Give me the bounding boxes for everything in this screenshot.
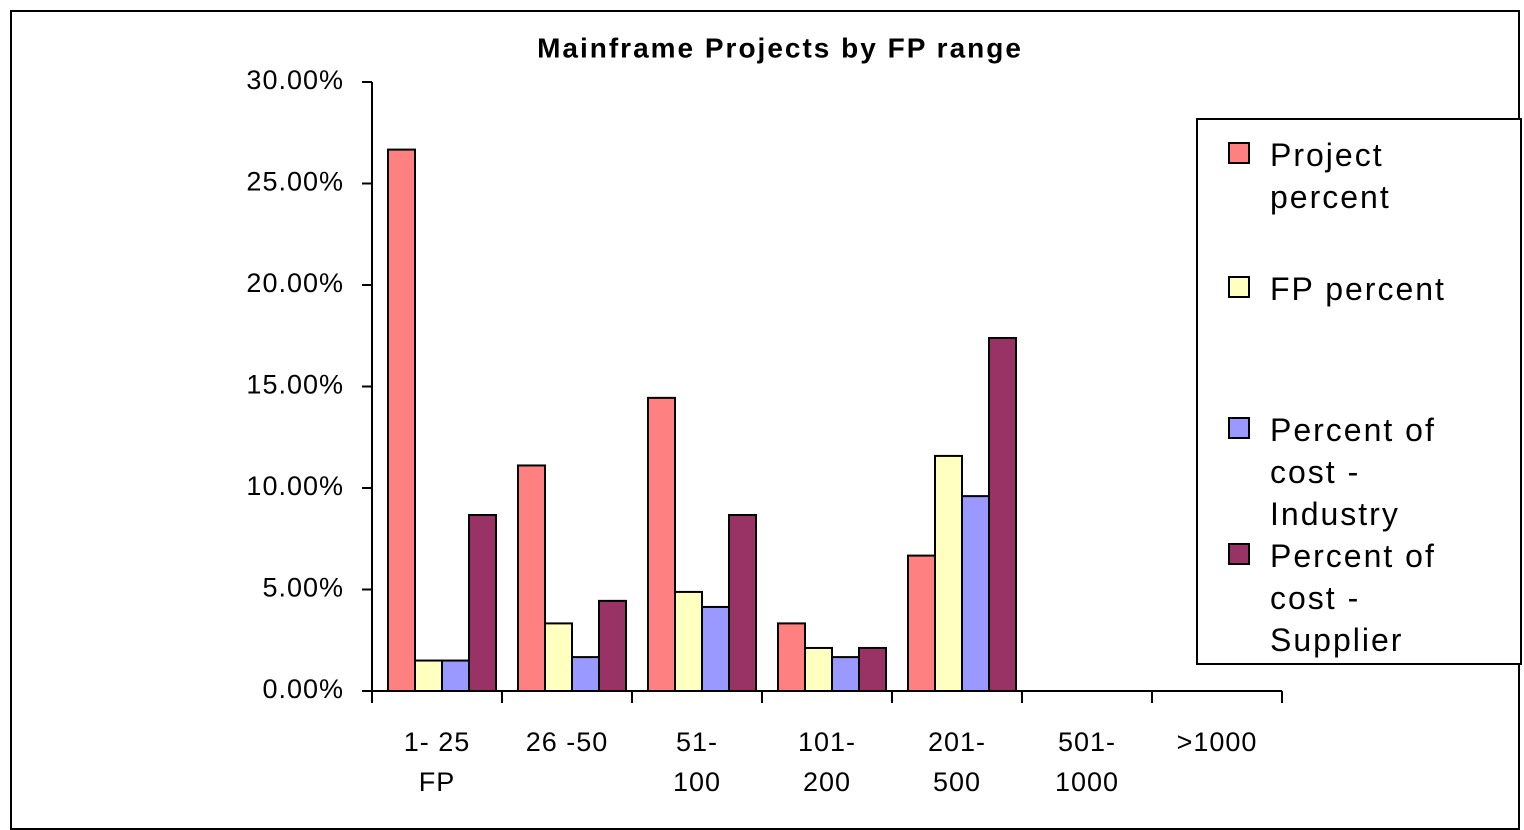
- bar: [674, 590, 703, 692]
- legend-label: Project percent: [1270, 137, 1391, 215]
- bar: [517, 464, 546, 693]
- bar: [544, 622, 573, 692]
- x-tick-label: 26 -50: [525, 727, 609, 757]
- bar: [468, 513, 497, 693]
- y-tick-label: 30.00%: [246, 65, 344, 95]
- bar: [777, 622, 806, 692]
- bar: [961, 495, 990, 692]
- bar: [598, 599, 627, 692]
- y-tick-label: 0.00%: [262, 674, 344, 704]
- legend-label: Percent of cost - Industry: [1270, 412, 1436, 532]
- bar: [701, 605, 730, 693]
- x-tick-label: >1000: [1176, 727, 1258, 757]
- bar: [858, 646, 887, 692]
- bar: [387, 148, 416, 692]
- bar: [988, 336, 1017, 692]
- legend-swatch: [1228, 543, 1250, 565]
- y-tick-label: 20.00%: [246, 268, 344, 298]
- bar: [907, 554, 936, 692]
- bar: [571, 656, 600, 692]
- legend-label: Percent of cost - Supplier: [1270, 538, 1436, 658]
- bar: [831, 656, 860, 692]
- legend-swatch: [1228, 142, 1250, 164]
- y-tick-label: 15.00%: [246, 370, 344, 400]
- legend-swatch: [1228, 276, 1250, 298]
- x-tick-label: 1- 25 FP: [403, 727, 471, 797]
- x-tick-label: 51- 100: [672, 727, 722, 797]
- x-tick-label: 201- 500: [927, 727, 987, 797]
- y-tick-label: 10.00%: [246, 471, 344, 501]
- chart-title: Mainframe Projects by FP range: [537, 32, 1023, 63]
- bar: [647, 396, 676, 692]
- bar: [934, 454, 963, 692]
- legend-swatch: [1228, 417, 1250, 439]
- y-tick-label: 25.00%: [246, 167, 344, 197]
- legend: Project percent FP percent Percent of cost…: [1196, 118, 1522, 665]
- bar: [414, 659, 443, 692]
- y-tick-label: 5.00%: [262, 573, 344, 603]
- x-tick-label: 501- 1000: [1054, 727, 1120, 797]
- x-tick-label: 101- 200: [797, 727, 857, 797]
- legend-label: FP percent: [1270, 271, 1446, 307]
- bar: [804, 646, 833, 692]
- bar: [441, 659, 470, 692]
- bar: [728, 513, 757, 693]
